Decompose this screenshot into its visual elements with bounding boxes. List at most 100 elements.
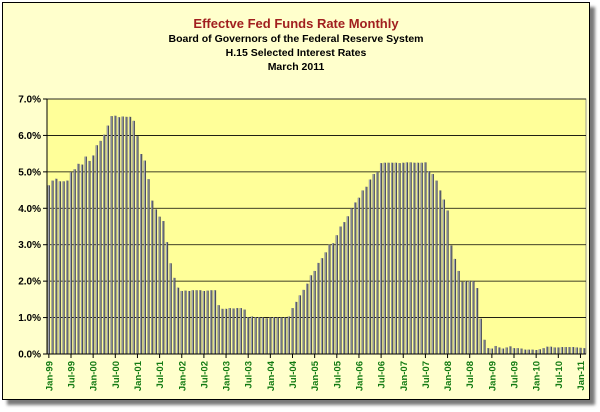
bar bbox=[180, 290, 183, 354]
bar bbox=[103, 134, 106, 354]
bar bbox=[498, 347, 501, 354]
bar-highlight bbox=[550, 346, 551, 354]
bar bbox=[350, 208, 353, 354]
bar-highlight bbox=[350, 208, 352, 354]
bar bbox=[224, 308, 228, 354]
bar-highlight bbox=[317, 262, 319, 354]
bar bbox=[121, 116, 124, 354]
bar bbox=[531, 349, 534, 354]
bar bbox=[324, 252, 327, 354]
bar bbox=[302, 289, 305, 354]
bar bbox=[317, 262, 320, 354]
bar-highlight bbox=[55, 178, 57, 354]
bar-highlight bbox=[476, 288, 478, 354]
bar bbox=[394, 162, 398, 354]
bar bbox=[128, 116, 132, 354]
x-tick-label: Jan-11 bbox=[576, 360, 587, 390]
bar-highlight bbox=[169, 263, 171, 354]
bar-highlight bbox=[395, 162, 396, 354]
bar bbox=[110, 116, 113, 354]
bar bbox=[169, 263, 172, 354]
bar bbox=[117, 117, 121, 354]
bar-highlight bbox=[347, 216, 348, 354]
bar bbox=[62, 181, 65, 354]
bar bbox=[464, 281, 468, 354]
plot-area bbox=[46, 98, 587, 355]
bar-highlight bbox=[428, 171, 430, 354]
bar bbox=[295, 301, 298, 354]
bar bbox=[250, 316, 254, 354]
bar bbox=[92, 155, 95, 354]
bar-highlight bbox=[66, 180, 68, 354]
bar bbox=[276, 317, 279, 354]
bar bbox=[55, 178, 58, 354]
bar-highlight bbox=[564, 347, 566, 354]
bar-highlight bbox=[280, 317, 282, 354]
bar-highlight bbox=[262, 317, 263, 354]
x-tick-label: Jul-05 bbox=[332, 360, 343, 388]
bar-highlight bbox=[343, 222, 345, 354]
bar-highlight bbox=[48, 185, 49, 354]
bar-highlight bbox=[568, 347, 570, 354]
bar-highlight bbox=[306, 283, 308, 354]
bar-highlight bbox=[118, 117, 119, 354]
bar-highlight bbox=[121, 116, 123, 354]
bar-highlight bbox=[439, 190, 441, 354]
bar-highlight bbox=[284, 317, 286, 354]
bar bbox=[221, 308, 224, 354]
bar bbox=[58, 181, 62, 354]
bar-highlight bbox=[487, 348, 489, 354]
bar-highlight bbox=[276, 317, 278, 354]
bar bbox=[210, 290, 213, 354]
bar-highlight bbox=[313, 270, 315, 354]
bar bbox=[239, 308, 242, 354]
bar bbox=[483, 339, 486, 354]
bar-highlight bbox=[546, 346, 548, 354]
bar-highlight bbox=[132, 120, 134, 354]
bar-highlight bbox=[583, 348, 585, 354]
bar-highlight bbox=[151, 200, 153, 354]
bar-highlight bbox=[454, 258, 455, 354]
bar-highlight bbox=[424, 162, 426, 354]
bar bbox=[339, 226, 342, 354]
y-tick-label: 4.0% bbox=[18, 204, 41, 215]
bar-highlight bbox=[129, 116, 131, 354]
bar bbox=[424, 162, 427, 354]
bar bbox=[560, 347, 564, 354]
bar bbox=[269, 317, 272, 354]
bar-highlight bbox=[502, 348, 503, 354]
bar-highlight bbox=[265, 318, 267, 354]
bar bbox=[368, 179, 372, 354]
bar bbox=[361, 190, 364, 354]
bar bbox=[320, 258, 324, 354]
x-tick-label: Jul-09 bbox=[510, 361, 521, 388]
x-tick-label: Jul-02 bbox=[199, 361, 210, 388]
bar-highlight bbox=[291, 308, 293, 354]
bar bbox=[73, 169, 76, 354]
bar-highlight bbox=[239, 308, 241, 354]
x-tick-label: Jul-01 bbox=[155, 360, 166, 388]
bar bbox=[283, 317, 287, 354]
bar-highlight bbox=[461, 281, 463, 354]
bar-highlight bbox=[354, 202, 356, 354]
bar-highlight bbox=[491, 348, 492, 354]
y-tick-label: 1.0% bbox=[18, 313, 41, 324]
bar bbox=[416, 162, 420, 354]
bar-highlight bbox=[531, 349, 533, 354]
bar-highlight bbox=[358, 197, 359, 354]
bar bbox=[114, 115, 117, 354]
bar-highlight bbox=[51, 180, 53, 354]
bar bbox=[217, 305, 220, 354]
bar bbox=[51, 180, 54, 354]
bar bbox=[199, 290, 202, 354]
bar bbox=[88, 160, 91, 354]
bar-highlight bbox=[273, 317, 275, 354]
bar-highlight bbox=[247, 317, 249, 354]
x-tick-label: Jan-99 bbox=[44, 361, 55, 391]
chart-subtitle-date: March 2011 bbox=[267, 61, 325, 73]
bar bbox=[306, 283, 309, 354]
bar-highlight bbox=[505, 347, 507, 354]
y-tick-label: 6.0% bbox=[18, 131, 41, 142]
bar-highlight bbox=[457, 270, 459, 354]
